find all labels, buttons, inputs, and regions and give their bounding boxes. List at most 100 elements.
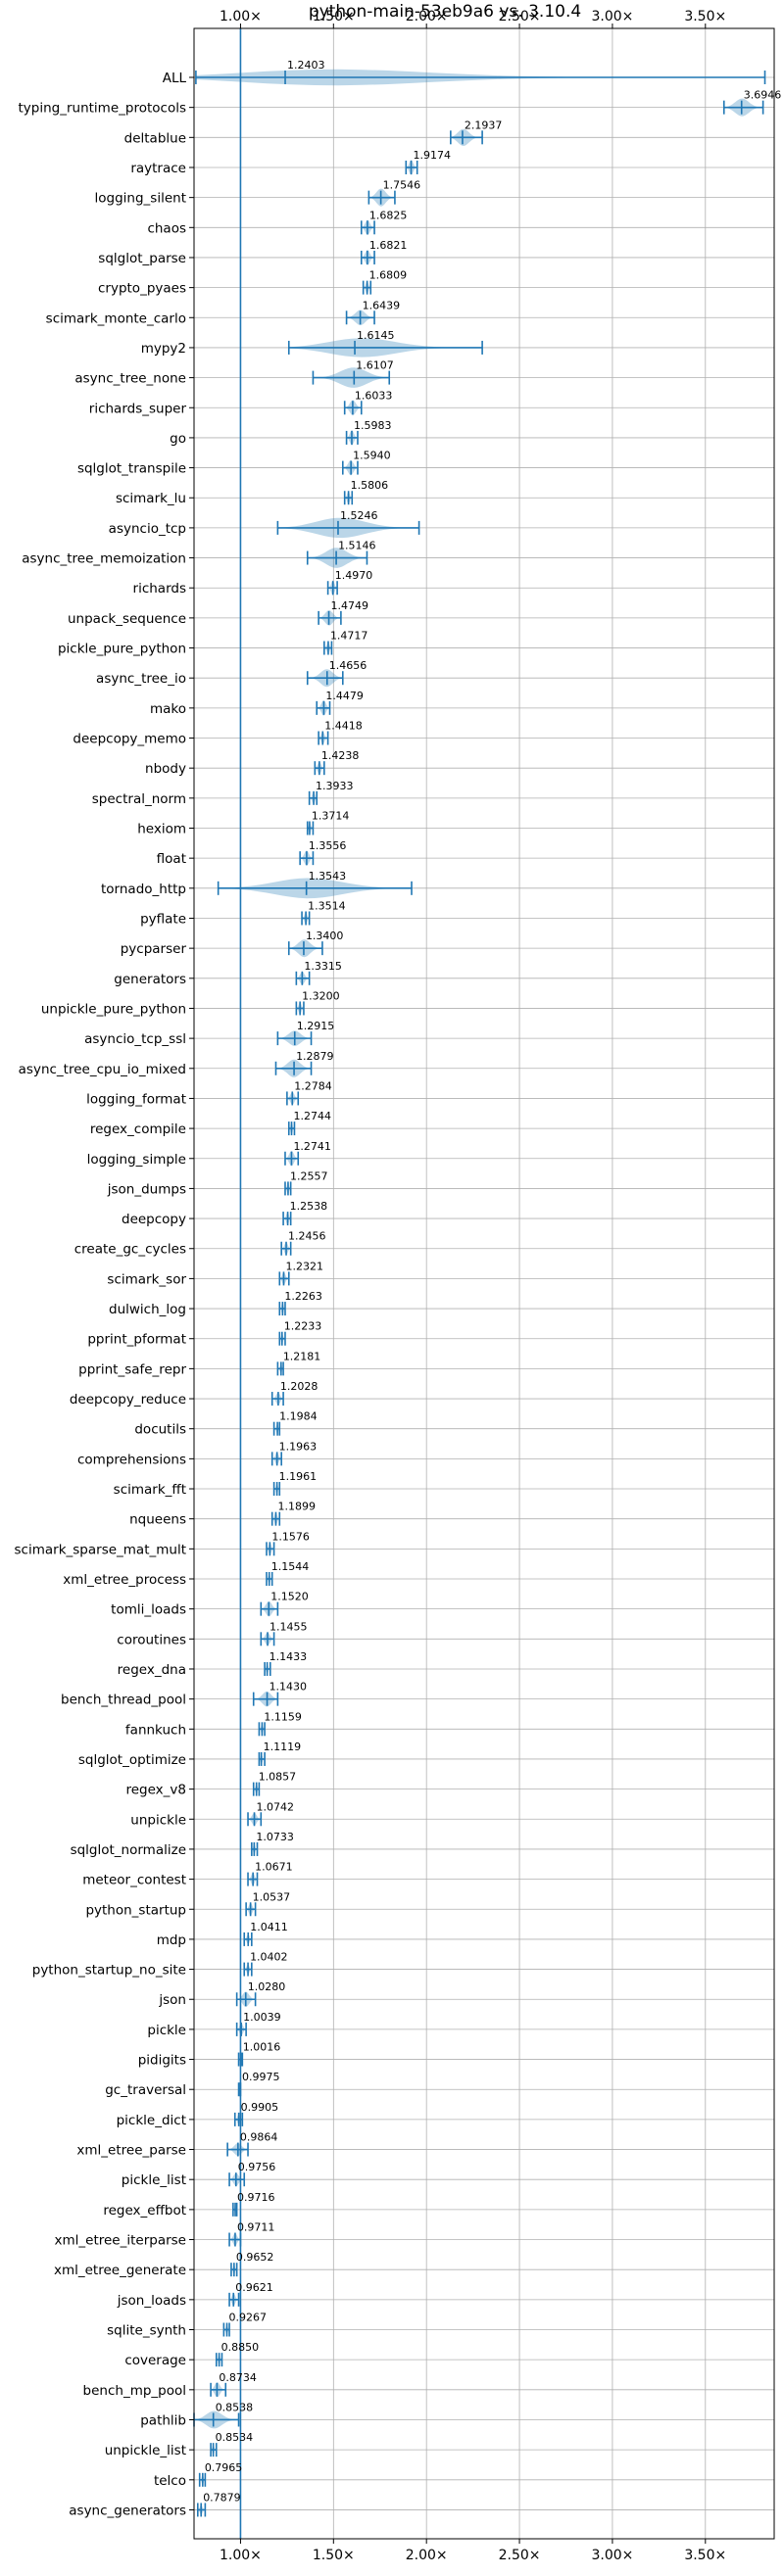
benchmark-label: pickle_dict	[117, 2113, 186, 2128]
x-tick-label-top: 2.50×	[499, 9, 541, 24]
benchmark-label: sqlite_synth	[107, 2323, 186, 2339]
benchmark-label: deepcopy_memo	[73, 732, 186, 747]
benchmark-label: create_gc_cycles	[74, 1242, 186, 1258]
benchmark-label: xml_etree_process	[63, 1572, 186, 1588]
value-label: 0.9711	[237, 2221, 275, 2234]
value-label: 0.9864	[240, 2131, 278, 2144]
benchmark-label: scimark_fft	[114, 1482, 186, 1498]
value-label: 1.2879	[296, 1050, 334, 1063]
violin-layer	[193, 69, 766, 2517]
value-label: 1.2557	[290, 1169, 328, 1182]
value-label: 1.0402	[250, 1951, 288, 1964]
label-layer: ALL 1.2403 typing_runtime_protocols 3.6946 d…	[15, 59, 782, 2518]
benchmark-label: nbody	[145, 761, 186, 777]
benchmark-label: tomli_loads	[111, 1602, 186, 1618]
value-label: 0.8734	[219, 2371, 257, 2384]
benchmark-label: regex_v8	[125, 1783, 186, 1798]
value-label: 1.9174	[414, 149, 452, 162]
benchmark-label: regex_compile	[90, 1121, 186, 1137]
value-label: 1.2263	[284, 1290, 322, 1303]
benchmark-label: bench_mp_pool	[83, 2383, 186, 2399]
value-label: 1.1455	[270, 1620, 308, 1633]
value-label: 1.0039	[243, 2011, 281, 2024]
x-tick-label-bottom: 1.50×	[313, 2548, 355, 2563]
value-label: 1.0537	[253, 1890, 291, 1903]
value-label: 1.4418	[324, 720, 363, 733]
value-label: 1.1963	[279, 1440, 318, 1453]
value-label: 1.2181	[283, 1350, 321, 1362]
value-label: 1.0733	[256, 1831, 294, 1843]
benchmark-label: unpickle_list	[105, 2443, 186, 2458]
x-tick-label-top: 1.00×	[220, 9, 262, 24]
value-label: 1.6821	[369, 239, 408, 252]
value-label: 2.1937	[465, 119, 503, 131]
value-label: 1.3556	[309, 839, 347, 852]
value-label: 1.2028	[280, 1380, 318, 1393]
value-label: 1.3933	[316, 780, 354, 792]
benchmark-label: python_startup	[85, 1902, 186, 1918]
x-tick-label-top: 3.50×	[684, 9, 726, 24]
benchmark-label: sqlglot_transpile	[77, 461, 186, 477]
value-label: 1.1544	[271, 1560, 310, 1573]
value-label: 1.6145	[357, 329, 395, 342]
benchmark-label: python_startup_no_site	[32, 1963, 186, 1979]
value-label: 1.5940	[353, 450, 391, 462]
value-label: 1.3315	[304, 960, 342, 973]
value-label: 1.5246	[340, 509, 378, 522]
benchmark-label: pycparser	[121, 941, 187, 957]
value-label: 1.1159	[264, 1710, 302, 1723]
benchmark-label: chaos	[147, 220, 186, 236]
x-tick-label-bottom: 2.50×	[499, 2548, 541, 2563]
benchmark-label: scimark_monte_carlo	[46, 310, 186, 326]
benchmark-label: scimark_sor	[107, 1271, 186, 1287]
benchmark-label: coroutines	[117, 1632, 186, 1647]
value-label: 3.6946	[744, 89, 782, 102]
benchmark-label: spectral_norm	[92, 791, 186, 807]
benchmark-label: pickle_list	[122, 2172, 186, 2188]
value-label: 1.2784	[294, 1079, 332, 1092]
value-label: 1.7546	[383, 179, 421, 192]
benchmark-label: scimark_lu	[116, 491, 186, 506]
benchmark-label: generators	[114, 972, 186, 987]
x-tick-label-bottom: 3.50×	[684, 2548, 726, 2563]
benchmark-label: pyflate	[140, 911, 186, 927]
benchmark-label: pprint_safe_repr	[78, 1361, 186, 1377]
value-label: 1.1119	[264, 1741, 302, 1753]
benchmark-label: json_loads	[117, 2293, 186, 2309]
value-label: 1.4749	[331, 599, 369, 612]
benchmark-label: asyncio_tcp_ssl	[84, 1031, 186, 1047]
value-label: 1.2744	[294, 1110, 332, 1122]
value-label: 1.4970	[335, 569, 373, 582]
value-label: 0.9652	[236, 2251, 274, 2264]
benchmark-label: tornado_http	[101, 882, 186, 897]
benchmark-label: deltablue	[124, 130, 186, 146]
benchmark-label: richards	[133, 581, 186, 596]
benchmark-label: mypy2	[141, 341, 186, 357]
value-label: 1.1576	[271, 1530, 310, 1543]
benchmark-label: telco	[154, 2473, 186, 2489]
benchmark-label: nqueens	[129, 1512, 186, 1528]
value-label: 1.6809	[369, 269, 408, 282]
benchmark-label: json	[158, 1992, 186, 2008]
benchmark-label: async_tree_cpu_io_mixed	[19, 1062, 186, 1077]
benchmark-label: raytrace	[130, 161, 186, 176]
value-label: 1.6107	[356, 359, 394, 372]
value-label: 1.0742	[257, 1800, 295, 1813]
benchmark-label: crypto_pyaes	[98, 281, 186, 297]
benchmark-label: async_tree_none	[74, 371, 186, 387]
value-label: 1.1984	[279, 1410, 318, 1423]
benchmark-label: json_dumps	[107, 1181, 186, 1197]
value-label: 1.2403	[287, 59, 325, 72]
benchmark-label: deepcopy	[122, 1212, 186, 1227]
benchmark-label: logging_format	[86, 1091, 186, 1107]
x-tick-label-bottom: 1.00×	[220, 2548, 262, 2563]
benchmark-label: scimark_sparse_mat_mult	[15, 1542, 186, 1557]
value-label: 1.6439	[363, 299, 401, 311]
value-label: 1.6825	[369, 209, 408, 221]
value-label: 1.4717	[330, 630, 368, 643]
x-tick-label-bottom: 2.00×	[406, 2548, 448, 2563]
benchmark-label: deepcopy_reduce	[70, 1392, 186, 1407]
value-label: 0.9756	[238, 2161, 276, 2173]
benchmark-label: meteor_contest	[82, 1873, 186, 1888]
